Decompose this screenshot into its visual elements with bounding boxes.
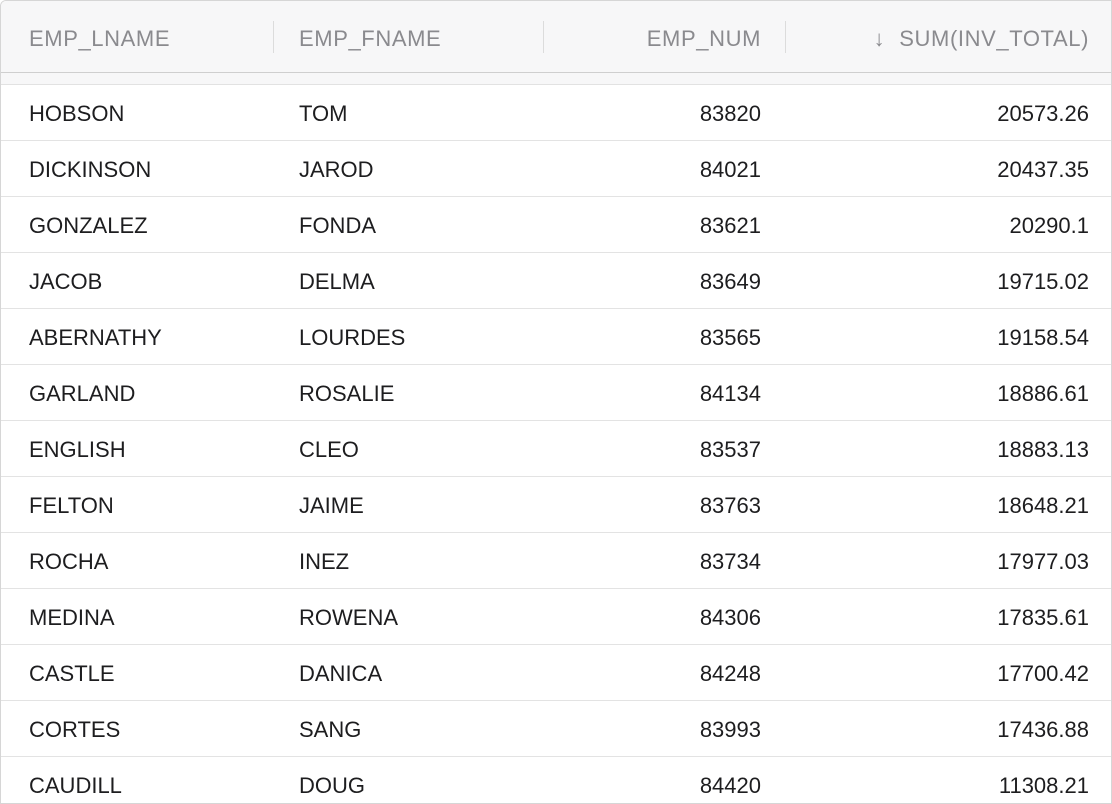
- column-header-label: EMP_FNAME: [299, 26, 442, 51]
- table-row[interactable]: MEDINA ROWENA 84306 17835.61: [1, 589, 1111, 645]
- table-row[interactable]: DICKINSON JAROD 84021 20437.35: [1, 141, 1111, 197]
- cell-sum-inv-total[interactable]: 11308.21: [998, 773, 1089, 798]
- column-header-emp-fname[interactable]: EMP_FNAME: [299, 1, 441, 73]
- cell-emp-lname[interactable]: DICKINSON: [29, 157, 152, 182]
- table-row[interactable]: CAUDILL DOUG 84420 11308.21: [1, 757, 1111, 803]
- cell-emp-lname[interactable]: ROCHA: [29, 549, 109, 574]
- cell-emp-num[interactable]: 83820: [699, 101, 761, 126]
- cell-emp-fname[interactable]: DANICA: [299, 661, 383, 686]
- table-row[interactable]: GONZALEZ FONDA 83621 20290.1: [1, 197, 1111, 253]
- column-header-label: EMP_NUM: [646, 26, 761, 51]
- column-header-sum-inv-total[interactable]: ↓ SUM(INV_TOTAL): [801, 1, 1089, 73]
- cell-emp-num[interactable]: 83993: [699, 717, 761, 742]
- table-row[interactable]: FELTON JAIME 83763 18648.21: [1, 477, 1111, 533]
- cell-emp-num[interactable]: 84420: [699, 773, 761, 798]
- cell-emp-fname[interactable]: SANG: [299, 717, 362, 742]
- column-resize-handle[interactable]: [273, 21, 274, 53]
- cell-emp-fname[interactable]: JAROD: [299, 157, 374, 182]
- cell-sum-inv-total[interactable]: 17436.88: [997, 717, 1089, 742]
- column-header-label: SUM(INV_TOTAL): [899, 26, 1089, 51]
- cell-sum-inv-total[interactable]: 20573.26: [997, 101, 1089, 126]
- cell-emp-lname[interactable]: HOBSON: [29, 101, 125, 126]
- table-row[interactable]: HOBSON TOM 83820 20573.26: [1, 85, 1111, 141]
- cell-sum-inv-total[interactable]: 20437.35: [997, 157, 1089, 182]
- cell-emp-fname[interactable]: FONDA: [299, 213, 376, 238]
- cell-emp-fname[interactable]: DOUG: [299, 773, 365, 798]
- cell-emp-fname[interactable]: JAIME: [299, 493, 364, 518]
- cell-emp-num[interactable]: 83621: [699, 213, 761, 238]
- cell-emp-num[interactable]: 84021: [699, 157, 761, 182]
- cell-sum-inv-total[interactable]: 19158.54: [997, 325, 1089, 350]
- cell-emp-fname[interactable]: LOURDES: [299, 325, 406, 350]
- sort-descending-icon[interactable]: ↓: [873, 26, 886, 51]
- table-row[interactable]: CASTLE DANICA 84248 17700.42: [1, 645, 1111, 701]
- cell-sum-inv-total[interactable]: 19715.02: [997, 269, 1089, 294]
- cell-emp-num[interactable]: 84248: [699, 661, 761, 686]
- cell-sum-inv-total[interactable]: 20290.1: [1009, 213, 1089, 238]
- cell-emp-lname[interactable]: JACOB: [29, 269, 103, 294]
- table-body: HOBSON TOM 83820 20573.26 DICKINSON JAROD 8402…: [1, 85, 1111, 803]
- cell-emp-num[interactable]: 84134: [699, 381, 761, 406]
- table-row[interactable]: ENGLISH CLEO 83537 18883.13: [1, 421, 1111, 477]
- cell-emp-num[interactable]: 84306: [699, 605, 761, 630]
- cell-emp-lname[interactable]: GARLAND: [29, 381, 136, 406]
- cell-sum-inv-total[interactable]: 18886.61: [997, 381, 1089, 406]
- cell-emp-num[interactable]: 83734: [699, 549, 761, 574]
- cell-emp-lname[interactable]: ABERNATHY: [29, 325, 162, 350]
- cell-emp-fname[interactable]: ROWENA: [299, 605, 398, 630]
- cell-emp-lname[interactable]: CAUDILL: [29, 773, 122, 798]
- table-row[interactable]: JACOB DELMA 83649 19715.02: [1, 253, 1111, 309]
- table-row[interactable]: CORTES SANG 83993 17436.88: [1, 701, 1111, 757]
- column-resize-handle[interactable]: [785, 21, 786, 53]
- cell-emp-fname[interactable]: TOM: [299, 101, 348, 126]
- header-divider: [1, 73, 1111, 85]
- table-row[interactable]: ROCHA INEZ 83734 17977.03: [1, 533, 1111, 589]
- column-header-emp-lname[interactable]: EMP_LNAME: [29, 1, 170, 73]
- cell-emp-lname[interactable]: CORTES: [29, 717, 121, 742]
- cell-emp-num[interactable]: 83649: [699, 269, 761, 294]
- cell-emp-lname[interactable]: FELTON: [29, 493, 114, 518]
- cell-sum-inv-total[interactable]: 17835.61: [997, 605, 1089, 630]
- column-resize-handle[interactable]: [543, 21, 544, 53]
- cell-emp-fname[interactable]: DELMA: [299, 269, 375, 294]
- cell-emp-num[interactable]: 83537: [699, 437, 761, 462]
- column-header-label: EMP_LNAME: [29, 26, 171, 51]
- cell-emp-num[interactable]: 83565: [699, 325, 761, 350]
- cell-emp-fname[interactable]: INEZ: [299, 549, 350, 574]
- cell-emp-fname[interactable]: CLEO: [299, 437, 359, 462]
- table-row[interactable]: GARLAND ROSALIE 84134 18886.61: [1, 365, 1111, 421]
- cell-sum-inv-total[interactable]: 17700.42: [997, 661, 1089, 686]
- cell-emp-fname[interactable]: ROSALIE: [299, 381, 395, 406]
- cell-emp-lname[interactable]: GONZALEZ: [29, 213, 148, 238]
- cell-sum-inv-total[interactable]: 18648.21: [997, 493, 1089, 518]
- cell-sum-inv-total[interactable]: 17977.03: [997, 549, 1089, 574]
- table-header: EMP_LNAME EMP_FNAME EMP_NUM ↓ SUM(INV_TOT…: [1, 1, 1111, 73]
- cell-emp-lname[interactable]: MEDINA: [29, 605, 115, 630]
- column-header-emp-num[interactable]: EMP_NUM: [561, 1, 761, 73]
- cell-sum-inv-total[interactable]: 18883.13: [997, 437, 1089, 462]
- cell-emp-lname[interactable]: CASTLE: [29, 661, 115, 686]
- cell-emp-num[interactable]: 83763: [699, 493, 761, 518]
- table-row[interactable]: ABERNATHY LOURDES 83565 19158.54: [1, 309, 1111, 365]
- cell-emp-lname[interactable]: ENGLISH: [29, 437, 126, 462]
